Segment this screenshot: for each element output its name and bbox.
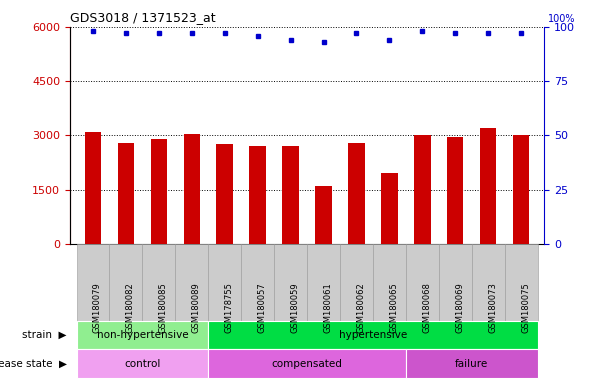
Bar <box>513 136 530 244</box>
Bar <box>282 146 299 244</box>
Text: GSM180079: GSM180079 <box>93 282 102 333</box>
Bar <box>85 132 101 244</box>
Text: non-hypertensive: non-hypertensive <box>97 330 188 340</box>
Bar <box>447 137 463 244</box>
Text: GSM178755: GSM178755 <box>225 282 233 333</box>
Bar <box>414 136 430 244</box>
Text: GSM180073: GSM180073 <box>488 282 497 333</box>
Bar <box>216 144 233 244</box>
Text: GSM180089: GSM180089 <box>192 282 201 333</box>
Text: GSM180059: GSM180059 <box>291 282 300 333</box>
Text: GSM180069: GSM180069 <box>455 282 465 333</box>
Text: hypertensive: hypertensive <box>339 330 407 340</box>
Bar <box>480 128 496 244</box>
Bar <box>249 146 266 244</box>
Text: compensated: compensated <box>272 359 342 369</box>
Text: failure: failure <box>455 359 488 369</box>
Text: GSM180062: GSM180062 <box>356 282 365 333</box>
Text: GSM180082: GSM180082 <box>126 282 135 333</box>
Text: GSM180085: GSM180085 <box>159 282 168 333</box>
Text: strain  ▶: strain ▶ <box>22 330 67 340</box>
Text: 100%: 100% <box>548 14 576 24</box>
Text: GDS3018 / 1371523_at: GDS3018 / 1371523_at <box>70 11 216 24</box>
Text: GSM180075: GSM180075 <box>521 282 530 333</box>
Text: GSM180061: GSM180061 <box>323 282 333 333</box>
Bar <box>381 173 398 244</box>
Text: GSM180068: GSM180068 <box>423 282 431 333</box>
Bar <box>316 186 332 244</box>
Bar <box>151 139 167 244</box>
Text: control: control <box>124 359 161 369</box>
Text: GSM180057: GSM180057 <box>258 282 267 333</box>
Bar <box>118 142 134 244</box>
Bar <box>184 134 200 244</box>
Text: GSM180065: GSM180065 <box>389 282 398 333</box>
Text: disease state  ▶: disease state ▶ <box>0 359 67 369</box>
Bar <box>348 142 365 244</box>
